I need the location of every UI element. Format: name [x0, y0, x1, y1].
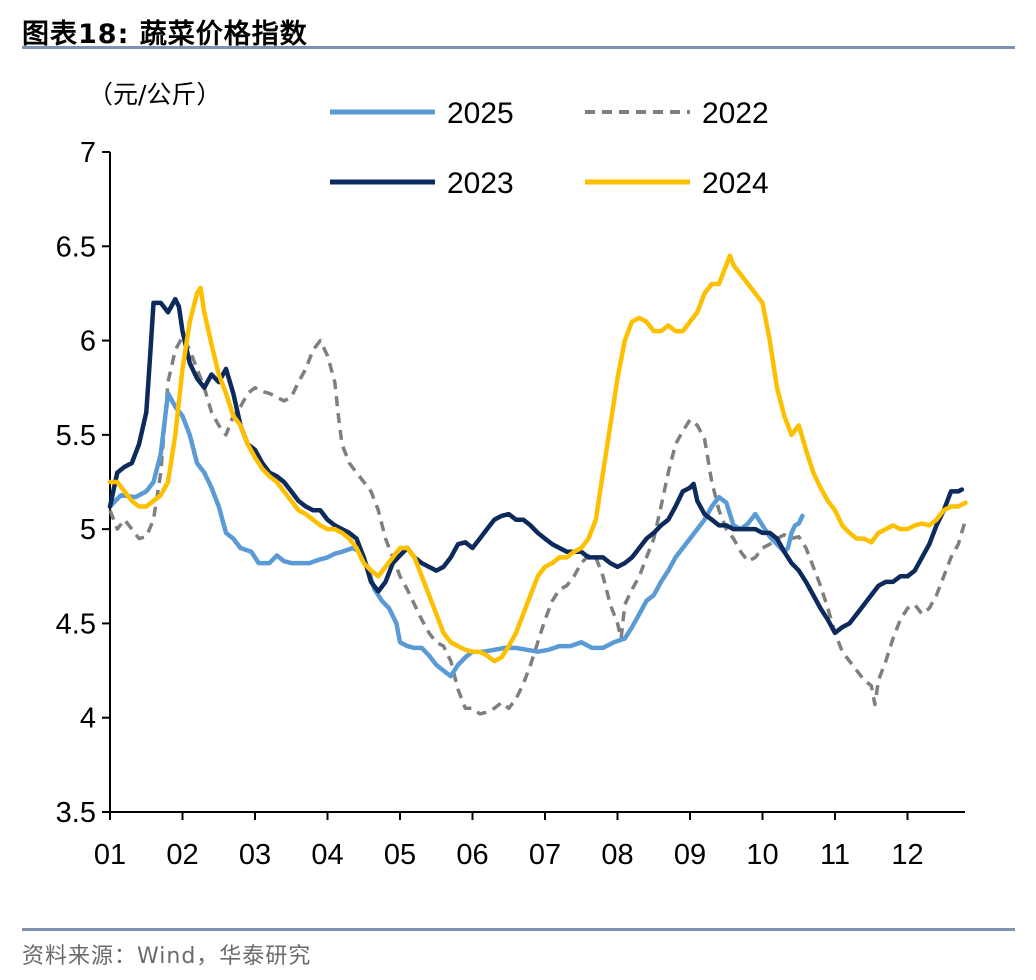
y-tick-label: 6	[80, 326, 96, 358]
x-tick-label: 03	[239, 839, 271, 871]
x-tick-label: 05	[384, 839, 416, 871]
y-axis-unit-label: （元/公斤）	[88, 80, 221, 109]
y-tick-label: 4	[80, 703, 96, 735]
chart-axes: 3.5 4 4.5 5 5.5 6 6.5 7 01 02 03 04 05 06 07 08 09 10 11 12	[56, 137, 965, 871]
x-tick-label: 12	[891, 839, 923, 871]
x-tick-label: 09	[674, 839, 706, 871]
x-tick-label: 11	[820, 839, 850, 871]
legend-label-2023: 2023	[447, 167, 514, 200]
bottom-divider	[22, 928, 1015, 931]
y-tick-label: 3.5	[56, 797, 96, 829]
y-tick-label: 4.5	[56, 608, 96, 640]
line-chart: 3.5 4 4.5 5 5.5 6 6.5 7 01 02 03 04 05 06 07 08 09 10 11 12…	[56, 80, 968, 871]
x-tick-label: 07	[529, 839, 561, 871]
figure-title: 图表18: 蔬菜价格指数	[22, 19, 308, 50]
chart-legend: 2025 2022 2023 2024	[330, 97, 769, 200]
source-note: 资料来源：Wind，华泰研究	[22, 944, 312, 969]
top-divider	[22, 46, 1015, 49]
legend-label-2022: 2022	[702, 97, 769, 130]
x-tick-label: 08	[601, 839, 633, 871]
y-tick-label: 5.5	[56, 420, 96, 452]
x-tick-label: 01	[94, 839, 126, 871]
x-tick-label: 10	[746, 839, 778, 871]
y-tick-label: 5	[80, 514, 96, 546]
x-tick-label: 02	[166, 839, 198, 871]
series-line-2024	[107, 253, 968, 664]
legend-label-2025: 2025	[447, 97, 514, 130]
y-tick-label: 6.5	[56, 231, 96, 263]
series-line-2025	[107, 391, 805, 679]
y-tick-label: 7	[80, 137, 96, 169]
series-layer	[107, 253, 968, 716]
series-line-2022	[108, 335, 968, 716]
x-tick-label: 06	[456, 839, 488, 871]
x-tick-label: 04	[311, 839, 343, 871]
legend-label-2024: 2024	[702, 167, 769, 200]
